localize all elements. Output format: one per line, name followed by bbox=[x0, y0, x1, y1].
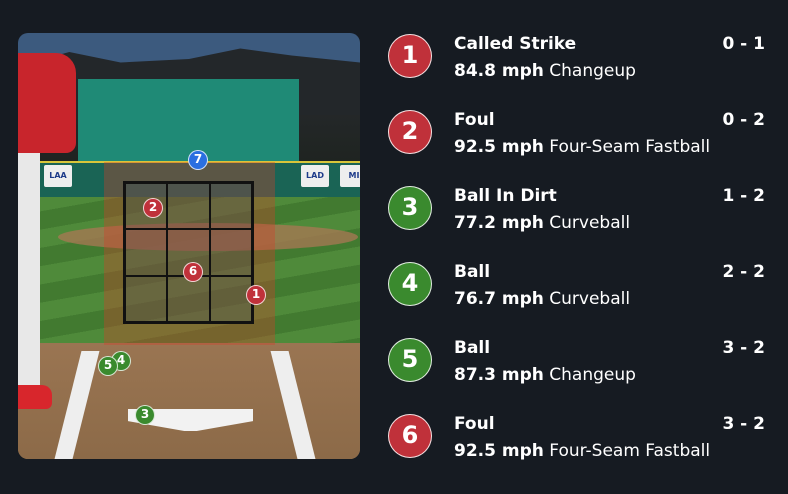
pitch-list-item[interactable]: 6 Foul 3 - 2 92.5 mph Four-Seam Fastball bbox=[388, 414, 768, 478]
pitch-details: 77.2 mph Curveball bbox=[454, 213, 630, 233]
pitch-result: Foul bbox=[454, 110, 495, 130]
pitch-speed: 84.8 mph bbox=[454, 61, 544, 81]
pitch-number-badge: 1 bbox=[388, 34, 432, 78]
pitch-type: Four-Seam Fastball bbox=[549, 137, 711, 157]
pitch-location-view: LAA LAD MI 7 2 6 1 4 5 3 bbox=[18, 33, 360, 459]
pitch-speed: 87.3 mph bbox=[454, 365, 544, 385]
strike-zone-grid bbox=[123, 181, 254, 324]
pitch-result: Ball In Dirt bbox=[454, 186, 557, 206]
batter bbox=[18, 133, 40, 393]
pitch-speed: 77.2 mph bbox=[454, 213, 544, 233]
pitch-type: Curveball bbox=[549, 289, 631, 309]
pitch-result: Foul bbox=[454, 414, 495, 434]
pitch-list-item[interactable]: 5 Ball 3 - 2 87.3 mph Changeup bbox=[388, 338, 768, 402]
batter-arm bbox=[18, 53, 76, 153]
pitch-count: 3 - 2 bbox=[722, 414, 765, 434]
pitch-number-badge: 2 bbox=[388, 110, 432, 154]
pitch-type: Changeup bbox=[549, 61, 636, 81]
pitch-details: 76.7 mph Curveball bbox=[454, 289, 630, 309]
pitch-type: Four-Seam Fastball bbox=[549, 441, 711, 461]
pitch-list-item[interactable]: 1 Called Strike 0 - 1 84.8 mph Changeup bbox=[388, 34, 768, 98]
sign-logo: LAD bbox=[301, 165, 329, 187]
pitch-count: 3 - 2 bbox=[722, 338, 765, 358]
pitch-number-badge: 6 bbox=[388, 414, 432, 458]
pitch-marker-1[interactable]: 1 bbox=[246, 285, 266, 305]
pitch-number-badge: 5 bbox=[388, 338, 432, 382]
sign-logo: MI bbox=[340, 165, 360, 187]
pitch-details: 92.5 mph Four-Seam Fastball bbox=[454, 137, 710, 157]
strike-zone-shade bbox=[104, 162, 275, 345]
sign-logo: LAA bbox=[44, 165, 72, 187]
pitch-count: 0 - 2 bbox=[722, 110, 765, 130]
pitch-speed: 76.7 mph bbox=[454, 289, 544, 309]
pitch-list-item[interactable]: 2 Foul 0 - 2 92.5 mph Four-Seam Fastball bbox=[388, 110, 768, 174]
pitch-marker-2[interactable]: 2 bbox=[143, 198, 163, 218]
pitch-speed: 92.5 mph bbox=[454, 441, 544, 461]
pitch-marker-7[interactable]: 7 bbox=[188, 150, 208, 170]
home-plate bbox=[128, 409, 253, 431]
batters-eye bbox=[78, 79, 299, 161]
pitch-details: 84.8 mph Changeup bbox=[454, 61, 636, 81]
pitchers-mound bbox=[58, 223, 358, 251]
pitch-count: 1 - 2 bbox=[722, 186, 765, 206]
pitch-details: 92.5 mph Four-Seam Fastball bbox=[454, 441, 710, 461]
pitch-list-item[interactable]: 3 Ball In Dirt 1 - 2 77.2 mph Curveball bbox=[388, 186, 768, 250]
pitch-result: Ball bbox=[454, 262, 491, 282]
pitch-type: Changeup bbox=[549, 365, 636, 385]
pitch-number-badge: 4 bbox=[388, 262, 432, 306]
pitch-count: 2 - 2 bbox=[722, 262, 765, 282]
pitch-marker-3[interactable]: 3 bbox=[135, 405, 155, 425]
pitch-number-badge: 3 bbox=[388, 186, 432, 230]
pitch-count: 0 - 1 bbox=[722, 34, 765, 54]
pitch-marker-6[interactable]: 6 bbox=[183, 262, 203, 282]
pitch-speed: 92.5 mph bbox=[454, 137, 544, 157]
pitch-type: Curveball bbox=[549, 213, 631, 233]
batter-shoe bbox=[18, 385, 52, 409]
pitch-list-item[interactable]: 4 Ball 2 - 2 76.7 mph Curveball bbox=[388, 262, 768, 326]
pitch-details: 87.3 mph Changeup bbox=[454, 365, 636, 385]
pitch-marker-5[interactable]: 5 bbox=[98, 356, 118, 376]
pitch-result: Called Strike bbox=[454, 34, 577, 54]
pitch-result: Ball bbox=[454, 338, 491, 358]
